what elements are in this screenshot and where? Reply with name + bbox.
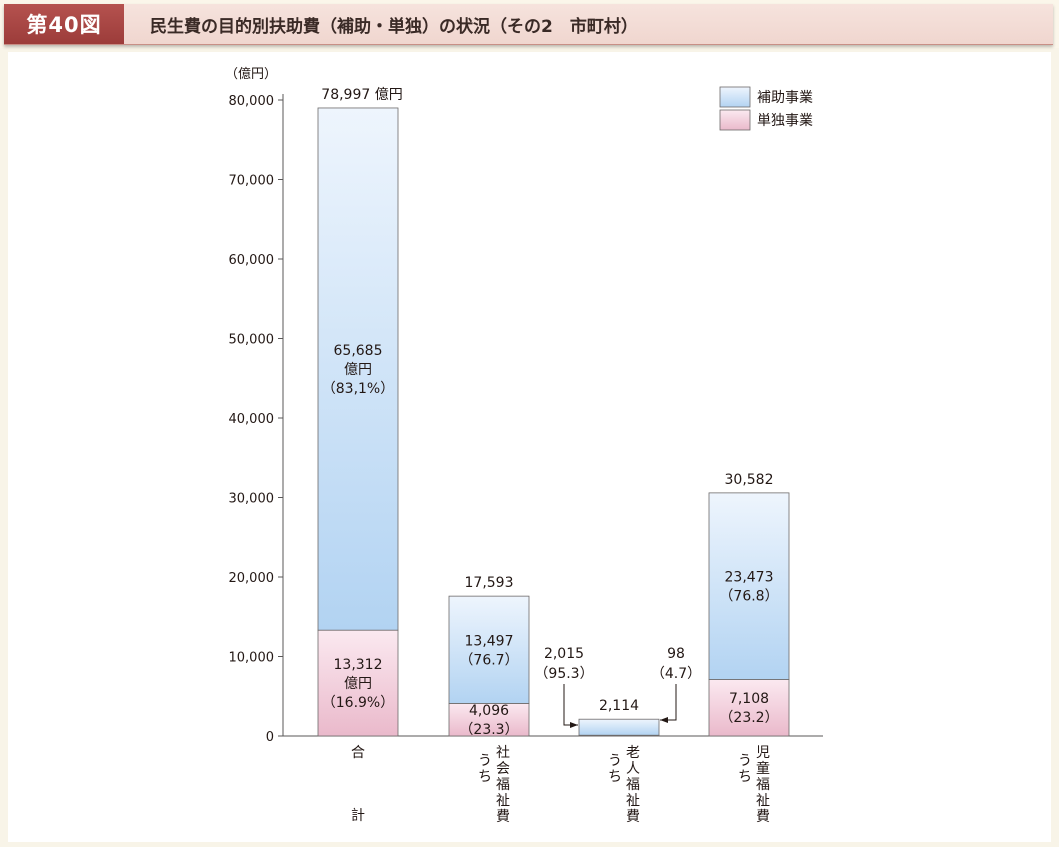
segment-value-label: 4,096	[469, 703, 509, 719]
bar-segment-hojo	[578, 718, 660, 736]
legend-label: 単独事業	[757, 113, 813, 129]
bar-segment-hojo	[317, 107, 399, 631]
y-tick-label: 80,000	[229, 94, 275, 109]
segment-value-label: 13,497	[465, 633, 514, 649]
stacked-bar-chart: 0 10,000 20,000 30,000 40,000 50,000 60,000 70,…	[225, 66, 823, 825]
svg-text:福: 福	[626, 777, 640, 793]
svg-text:費: 費	[496, 809, 510, 825]
leader-arrow	[570, 722, 578, 728]
y-tick-label: 40,000	[229, 412, 275, 427]
legend-swatch	[719, 86, 751, 108]
svg-text:福: 福	[756, 777, 770, 793]
svg-text:う: う	[608, 753, 622, 769]
segment-value-label: （4.7）	[651, 666, 701, 682]
segment-value-label: 7,108	[729, 691, 769, 707]
title-band	[4, 4, 1053, 45]
segment-value-label: 13,312	[334, 657, 383, 673]
segment-value-label: 2,015	[544, 646, 584, 662]
bar-segment-tandoku	[448, 703, 530, 737]
svg-text:童: 童	[756, 760, 770, 777]
figure-number: 第40図	[4, 4, 124, 44]
segment-value-label: 23,473	[725, 570, 774, 586]
svg-text:老: 老	[626, 745, 640, 761]
svg-text:ち: ち	[608, 769, 622, 785]
legend-swatch	[719, 109, 751, 131]
svg-text:会: 会	[496, 761, 510, 777]
y-tick-label: 50,000	[229, 333, 275, 348]
segment-value-label: （95.3）	[534, 666, 593, 682]
svg-text:祉: 祉	[626, 793, 640, 809]
chart-panel: 0 10,000 20,000 30,000 40,000 50,000 60,000 70,…	[8, 52, 1051, 842]
category-label-prefix: うち	[738, 753, 752, 785]
category-label: 計	[351, 808, 365, 824]
figure-title: 民生費の目的別扶助費（補助・単独）の状況（その2 市町村）	[150, 16, 638, 37]
svg-text:費: 費	[626, 809, 640, 825]
segment-value-label: 億円	[344, 676, 372, 692]
segment-value-label: （23.3）	[459, 722, 518, 738]
segment-value-label: （76.8）	[719, 589, 778, 605]
category-label: 合	[351, 745, 365, 761]
svg-text:人: 人	[626, 761, 640, 777]
segment-value-label: （76.7）	[459, 652, 518, 668]
svg-text:費: 費	[756, 809, 770, 825]
y-tick-label: 70,000	[229, 174, 275, 189]
total-value-label: 30,582	[725, 472, 774, 488]
svg-text:ち: ち	[738, 769, 752, 785]
y-tick-label: 30,000	[229, 492, 275, 507]
bar-segment-tandoku	[708, 679, 790, 737]
leader-arrow	[660, 717, 668, 723]
svg-text:児: 児	[756, 745, 770, 761]
svg-text:社: 社	[496, 745, 510, 761]
legend-label: 補助事業	[757, 90, 813, 106]
segment-value-label: 億円	[344, 362, 372, 378]
svg-text:ち: ち	[478, 769, 492, 785]
total-value-label: 78,997 億円	[321, 87, 402, 103]
y-tick-label: 0	[266, 730, 274, 745]
leader-line	[563, 684, 578, 726]
y-axis-unit-label: （億円）	[225, 66, 277, 82]
bar-segment-hojo	[708, 492, 790, 680]
y-tick-label: 60,000	[229, 253, 275, 268]
bar-segment-hojo	[448, 595, 530, 704]
total-value-label: 2,114	[599, 698, 639, 714]
total-value-label: 17,593	[465, 575, 514, 591]
figure-header: 第40図 民生費の目的別扶助費（補助・単独）の状況（その2 市町村）	[0, 0, 1059, 48]
category-label-prefix: うち	[608, 753, 622, 785]
bar-segment-tandoku	[317, 629, 399, 737]
segment-value-label: 65,685	[334, 343, 383, 359]
category-label-prefix: うち	[478, 753, 492, 785]
svg-text:う: う	[478, 753, 492, 769]
y-tick-label: 10,000	[229, 651, 275, 666]
svg-text:う: う	[738, 753, 752, 769]
y-tick-label: 20,000	[229, 571, 275, 586]
leader-line	[660, 684, 677, 721]
segment-value-label: （16.9%）	[322, 695, 394, 711]
svg-text:祉: 祉	[496, 793, 510, 809]
svg-text:祉: 祉	[756, 793, 770, 809]
segment-value-label: （83,1%）	[322, 381, 394, 397]
svg-text:福: 福	[496, 777, 510, 793]
segment-value-label: （23.2）	[719, 710, 778, 726]
segment-value-label: 98	[667, 646, 685, 662]
